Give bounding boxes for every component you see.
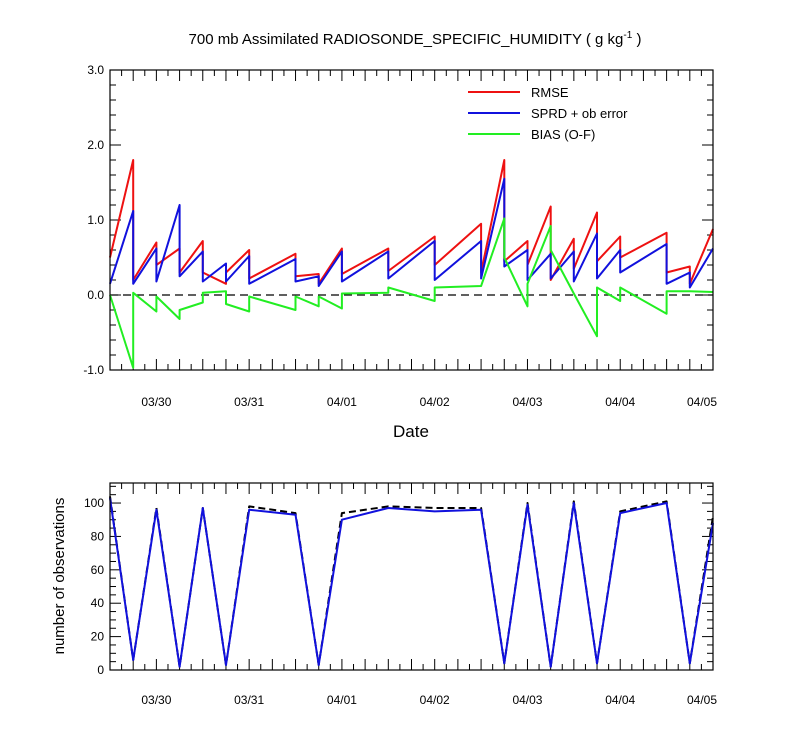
x-tick-label: 04/03 — [512, 693, 542, 707]
bottom-y-tick-labels: 0 20 40 60 80 100 — [84, 496, 104, 677]
bottom-series-lines — [109, 496, 714, 668]
x-tick-label: 03/30 — [141, 395, 171, 409]
top-plot-frame — [109, 69, 714, 371]
series-line-sprd-ob-error — [109, 177, 714, 289]
x-tick-label: 04/05 — [687, 395, 717, 409]
y-tick-label: 40 — [91, 596, 105, 610]
x-tick-label: 04/05 — [687, 693, 717, 707]
y-tick-label: 1.0 — [87, 213, 104, 227]
bottom-x-tick-labels: 03/30 03/31 04/01 04/02 04/03 04/04 04/05 — [141, 693, 717, 707]
top-plot: -1.0 0.0 1.0 2.0 3.0 03/30 03/31 04/01 04/02 04/… — [83, 63, 717, 409]
x-tick-label: 04/02 — [420, 395, 450, 409]
title-end: ) — [632, 31, 641, 48]
y-tick-label: 20 — [91, 630, 105, 644]
chart-title: 700 mb Assimilated RADIOSONDE_SPECIFIC_H… — [189, 30, 642, 48]
series-line-rmse — [109, 159, 714, 285]
x-axis-label: Date — [393, 422, 429, 441]
series-line-used-observations — [109, 497, 714, 668]
legend-label-bias: BIAS (O-F) — [531, 127, 595, 142]
bottom-plot: 0 20 40 60 80 100 03/30 03/31 04/01 04/02 04/03 04… — [84, 482, 717, 707]
y-tick-label: 60 — [91, 563, 105, 577]
x-tick-label: 04/01 — [327, 693, 357, 707]
y-tick-label: -1.0 — [83, 363, 104, 377]
x-tick-label: 04/04 — [605, 693, 635, 707]
x-tick-label: 03/31 — [234, 693, 264, 707]
top-y-tick-labels: -1.0 0.0 1.0 2.0 3.0 — [83, 63, 104, 377]
y-tick-label: 2.0 — [87, 138, 104, 152]
bottom-axis-ticks — [109, 483, 714, 671]
top-x-tick-labels: 03/30 03/31 04/01 04/02 04/03 04/04 04/05 — [141, 395, 717, 409]
y-tick-label: 0 — [97, 663, 104, 677]
x-tick-label: 04/02 — [420, 693, 450, 707]
x-tick-label: 04/04 — [605, 395, 635, 409]
x-tick-label: 03/30 — [141, 693, 171, 707]
x-tick-label: 04/03 — [512, 395, 542, 409]
legend-label-rmse: RMSE — [531, 85, 569, 100]
top-series-lines — [109, 159, 714, 369]
legend-label-sprd: SPRD + ob error — [531, 106, 628, 121]
y-tick-label: 80 — [91, 529, 105, 543]
y-tick-label: 0.0 — [87, 288, 104, 302]
x-tick-label: 04/01 — [327, 395, 357, 409]
y-axis-label-observations: number of observations — [51, 498, 68, 655]
y-tick-label: 3.0 — [87, 63, 104, 77]
bottom-plot-frame — [109, 482, 714, 671]
x-tick-label: 03/31 — [234, 395, 264, 409]
title-superscript: -1 — [623, 30, 632, 41]
y-tick-label: 100 — [84, 496, 104, 510]
legend: RMSE SPRD + ob error BIAS (O-F) — [468, 85, 628, 142]
series-line-bias-o-f — [109, 217, 714, 369]
